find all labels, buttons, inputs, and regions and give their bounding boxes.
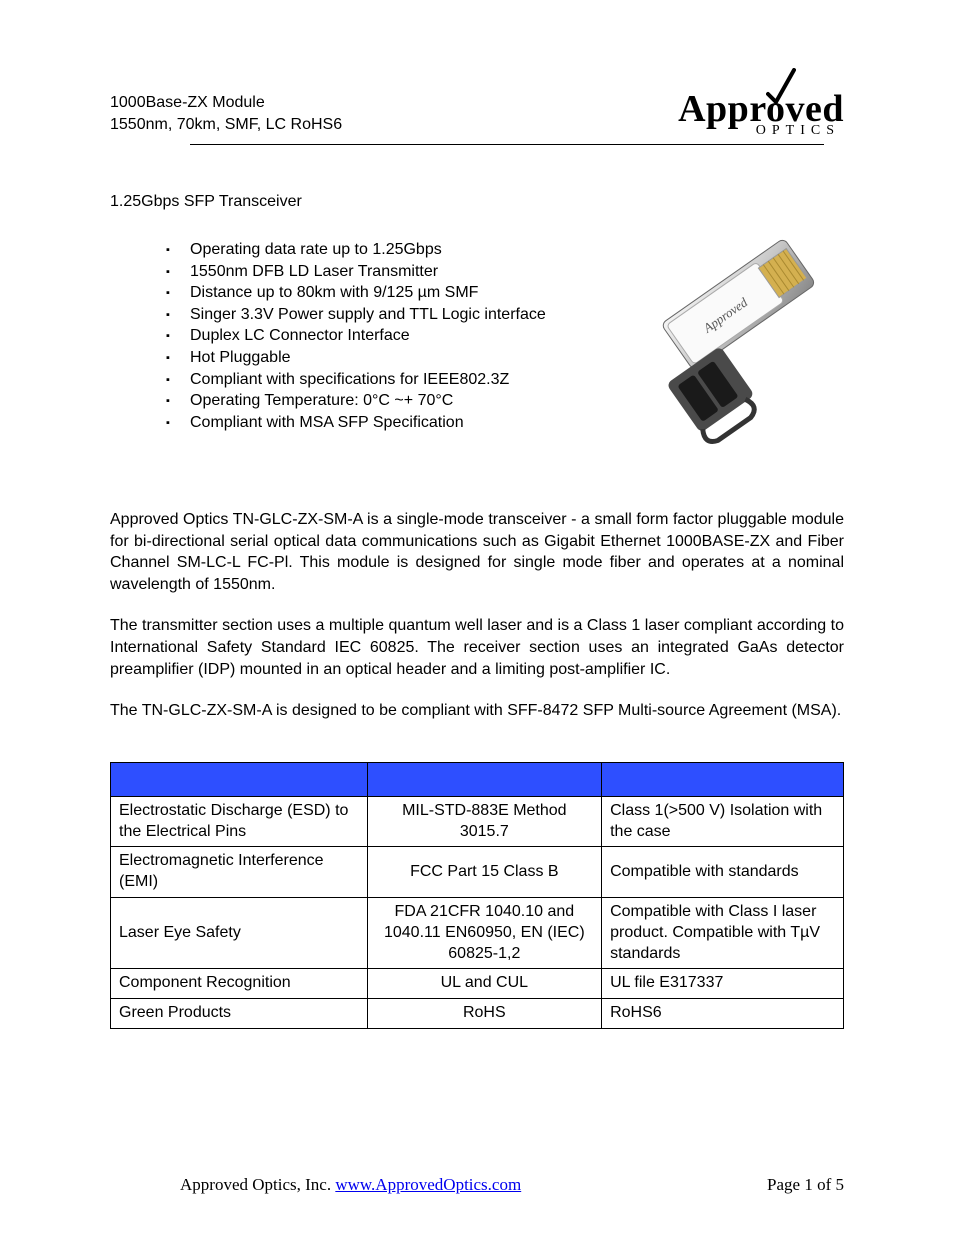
header-line-1: 1000Base-ZX Module [110,92,342,114]
page-number: Page 1 of 5 [767,1175,844,1195]
document-subtitle: 1.25Gbps SFP Transceiver [110,193,844,211]
table-cell: RoHS [367,999,602,1029]
feature-item: Hot Pluggable [166,347,634,369]
table-cell: FCC Part 15 Class B [367,847,602,898]
document-header: 1000Base-ZX Module 1550nm, 70km, SMF, LC… [110,90,844,138]
body-paragraph: The transmitter section uses a multiple … [110,615,844,680]
table-row: Laser Eye Safety FDA 21CFR 1040.10 and 1… [111,897,844,968]
feature-item: Distance up to 80km with 9/125 µm SMF [166,282,634,304]
feature-item: Compliant with specifications for IEEE80… [166,369,634,391]
compliance-table: Electrostatic Discharge (ESD) to the Ele… [110,762,844,1029]
table-row: Electrostatic Discharge (ESD) to the Ele… [111,796,844,847]
table-header-row [111,762,844,796]
header-text: 1000Base-ZX Module 1550nm, 70km, SMF, LC… [110,92,342,135]
table-cell: Component Recognition [111,969,368,999]
feature-item: Compliant with MSA SFP Specification [166,412,634,434]
footer-company-text: Approved Optics, Inc. [180,1175,335,1194]
table-cell: Compatible with Class I laser product. C… [602,897,844,968]
footer-company: Approved Optics, Inc. www.ApprovedOptics… [110,1175,521,1195]
page-footer: Approved Optics, Inc. www.ApprovedOptics… [110,1175,844,1195]
table-cell: RoHS6 [602,999,844,1029]
product-image: Approved [654,239,844,469]
feature-item: Operating data rate up to 1.25Gbps [166,239,634,261]
table-row: Component Recognition UL and CUL UL file… [111,969,844,999]
table-cell: Class 1(>500 V) Isolation with the case [602,796,844,847]
feature-item: Duplex LC Connector Interface [166,325,634,347]
table-cell: UL file E317337 [602,969,844,999]
table-cell: Laser Eye Safety [111,897,368,968]
table-cell: Compatible with standards [602,847,844,898]
header-divider [190,144,824,145]
feature-item: Singer 3.3V Power supply and TTL Logic i… [166,304,634,326]
table-cell: Electrostatic Discharge (ESD) to the Ele… [111,796,368,847]
footer-link[interactable]: www.ApprovedOptics.com [335,1175,521,1194]
checkmark-icon [766,68,796,104]
table-header-cell [602,762,844,796]
body-paragraph: The TN-GLC-ZX-SM-A is designed to be com… [110,700,844,722]
table-cell: Green Products [111,999,368,1029]
table-cell: UL and CUL [367,969,602,999]
feature-item: Operating Temperature: 0°C ~+ 70°C [166,390,634,412]
table-cell: FDA 21CFR 1040.10 and 1040.11 EN60950, E… [367,897,602,968]
body-paragraph: Approved Optics TN-GLC-ZX-SM-A is a sing… [110,509,844,595]
header-line-2: 1550nm, 70km, SMF, LC RoHS6 [110,114,342,136]
table-body: Electrostatic Discharge (ESD) to the Ele… [111,796,844,1028]
feature-item: 1550nm DFB LD Laser Transmitter [166,261,634,283]
table-cell: MIL-STD-883E Method 3015.7 [367,796,602,847]
company-logo: Approved OPTICS [678,90,844,138]
table-cell: Electromagnetic Interference (EMI) [111,847,368,898]
table-row: Green Products RoHS RoHS6 [111,999,844,1029]
table-header-cell [111,762,368,796]
table-row: Electromagnetic Interference (EMI) FCC P… [111,847,844,898]
features-row: Operating data rate up to 1.25Gbps 1550n… [110,239,844,469]
features-list: Operating data rate up to 1.25Gbps 1550n… [110,239,634,433]
table-header-cell [367,762,602,796]
